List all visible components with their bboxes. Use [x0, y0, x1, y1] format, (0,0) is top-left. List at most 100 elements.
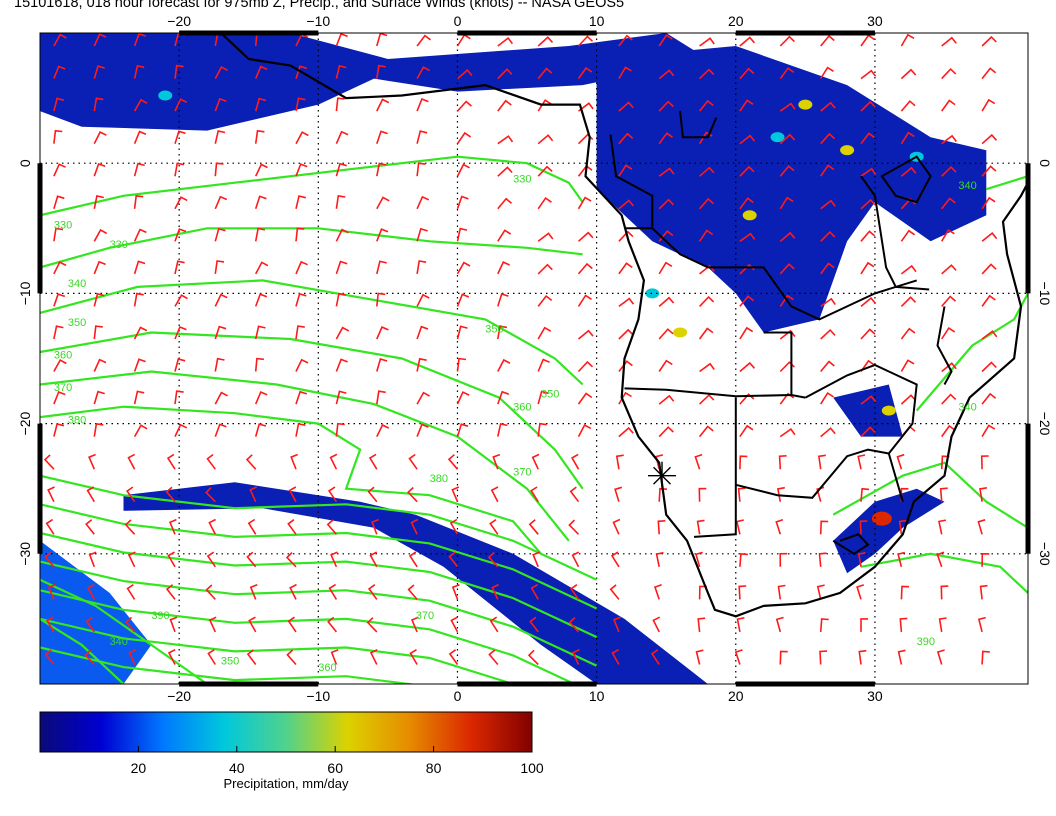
wind-barb: [860, 167, 877, 177]
wind-barb: [133, 162, 145, 177]
wind-barb: [93, 195, 104, 209]
precip-cell: [881, 405, 896, 416]
wind-barb: [897, 551, 905, 568]
wind-barb: [376, 162, 387, 177]
precipitation-layer: [40, 33, 987, 684]
wind-barb: [977, 519, 986, 535]
precip-area-zambia: [833, 384, 903, 437]
wind-barb: [609, 584, 620, 600]
contour-line: [40, 646, 418, 684]
wind-barb: [779, 133, 796, 145]
wind-barb: [44, 551, 55, 568]
wind-barb: [779, 263, 795, 275]
wind-barb: [133, 424, 148, 437]
wind-barb: [779, 329, 796, 340]
wind-barb: [168, 518, 177, 535]
wind-barb: [779, 196, 794, 210]
wind-barb: [247, 518, 257, 535]
wind-barb: [456, 131, 472, 145]
wind-barb: [335, 326, 350, 340]
wind-barb: [206, 453, 216, 470]
wind-barb: [699, 264, 715, 275]
wind-barb: [376, 130, 388, 144]
contour-label: 330: [110, 239, 128, 251]
wind-barb: [53, 97, 65, 112]
wind-barb: [206, 551, 216, 568]
wind-barb: [577, 262, 593, 275]
wind-barb: [88, 453, 96, 470]
wind-barb: [531, 453, 540, 470]
contour-label: 330: [513, 174, 531, 186]
wind-barb: [93, 97, 104, 112]
wind-barb: [85, 519, 95, 535]
wind-barb: [860, 69, 877, 80]
wind-barb: [456, 195, 469, 210]
wind-barb: [530, 486, 539, 503]
wind-barb: [408, 551, 418, 568]
wind-barb: [537, 358, 550, 372]
wind-barb: [416, 391, 430, 405]
wind-barb: [295, 163, 308, 177]
wind-barb: [979, 487, 988, 502]
wind-barb: [568, 519, 580, 535]
wind-barb: [416, 260, 427, 275]
wind-barb: [698, 327, 714, 340]
wind-barb: [86, 486, 95, 503]
wind-barb: [497, 292, 509, 307]
wind-barb: [491, 583, 499, 600]
wind-barb: [530, 583, 539, 600]
wind-barb: [577, 294, 592, 307]
colorbar-tick-label: 80: [426, 760, 442, 776]
country-border: [832, 533, 870, 555]
wind-barb: [779, 35, 795, 47]
wind-barb: [335, 194, 346, 209]
wind-barb: [697, 617, 706, 632]
wind-barb: [941, 393, 957, 405]
lon-tick-label-top: 30: [867, 13, 883, 29]
wind-barb: [451, 486, 460, 503]
contour-label: 340: [958, 180, 976, 192]
wind-barb: [335, 97, 345, 112]
lat-tick-label-right: −20: [1037, 412, 1053, 436]
axis-bars: [37, 30, 1031, 687]
wind-barb: [698, 425, 714, 438]
wind-barb: [698, 487, 707, 502]
wind-barb: [618, 426, 634, 438]
wind-barb: [376, 390, 386, 405]
wind-barb: [655, 551, 664, 567]
wind-barb: [900, 100, 916, 112]
wind-barb: [658, 261, 673, 275]
precip-cell: [798, 99, 813, 110]
wind-barb: [577, 329, 594, 340]
wind-barb: [376, 358, 388, 372]
wind-barb: [492, 453, 501, 470]
wind-barb: [900, 359, 915, 372]
wind-barb: [856, 584, 865, 600]
wind-barb: [376, 292, 386, 307]
wind-barb: [860, 395, 877, 405]
wind-barb: [739, 455, 748, 470]
colorbar: 20 40 60 80 100: [39, 711, 544, 776]
wind-barb: [288, 486, 297, 503]
colorbar-ticks: 20 40 60 80 100: [131, 746, 544, 776]
wind-barb: [376, 260, 387, 275]
wind-barb: [820, 262, 835, 275]
wind-barb: [456, 293, 470, 307]
wind-barb: [497, 229, 512, 242]
wind-barb: [820, 101, 836, 112]
contour-label: 380: [68, 415, 86, 427]
wind-barb: [53, 195, 65, 210]
wind-barb: [93, 65, 105, 79]
wind-barb: [295, 97, 306, 112]
wind-barb: [537, 99, 552, 112]
wind-barb: [169, 616, 178, 633]
wind-barb: [93, 390, 105, 405]
wind-barb: [214, 195, 228, 210]
wind-barb: [612, 518, 621, 535]
lon-tick-label-top: 10: [589, 13, 605, 29]
wind-barb: [249, 583, 258, 600]
wind-barb: [739, 553, 748, 567]
wind-barb: [456, 68, 473, 80]
wind-barb: [980, 455, 989, 470]
